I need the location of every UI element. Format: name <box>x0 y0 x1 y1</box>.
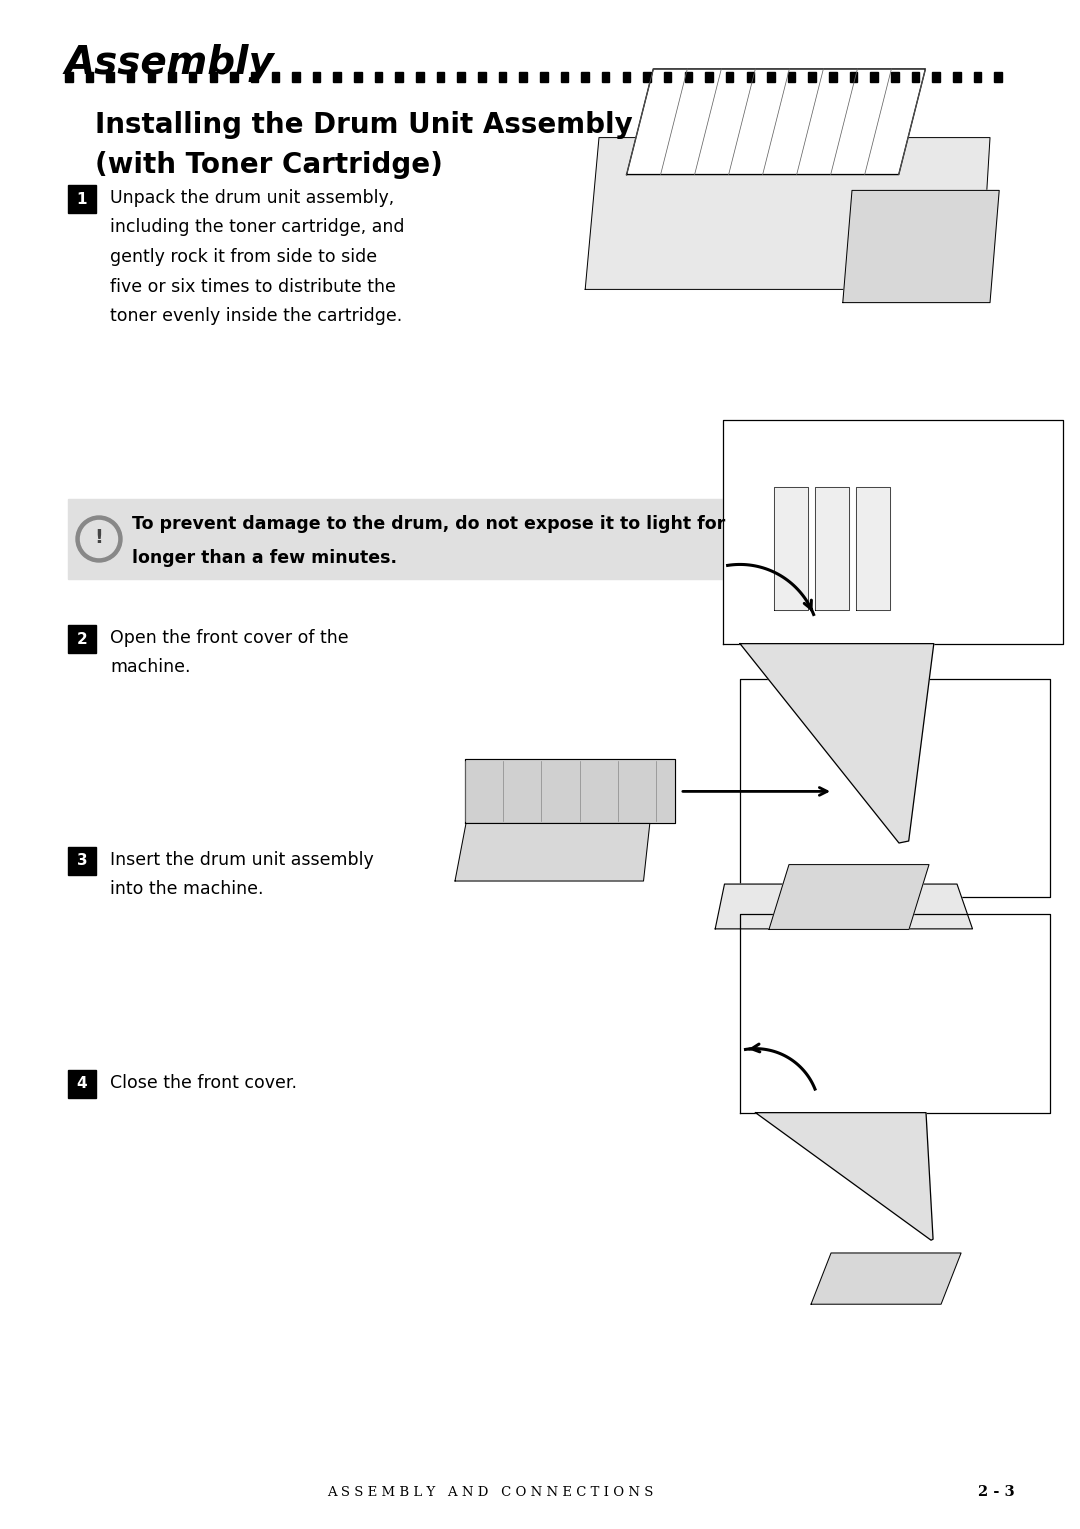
Text: 4: 4 <box>77 1076 87 1092</box>
Bar <box>251 72 258 83</box>
Text: (with Toner Cartridge): (with Toner Cartridge) <box>95 151 443 179</box>
Polygon shape <box>855 488 890 610</box>
Text: five or six times to distribute the: five or six times to distribute the <box>110 277 396 295</box>
Polygon shape <box>455 824 650 881</box>
Text: Close the front cover.: Close the front cover. <box>110 1073 297 1092</box>
Bar <box>995 72 1002 83</box>
Bar <box>68 1070 96 1098</box>
Text: 2 - 3: 2 - 3 <box>978 1485 1015 1498</box>
Bar <box>230 72 238 83</box>
Bar <box>148 72 156 83</box>
Bar <box>767 72 774 83</box>
Polygon shape <box>740 644 934 842</box>
Bar <box>891 72 899 83</box>
Polygon shape <box>811 1252 961 1304</box>
Bar <box>458 72 464 83</box>
Text: Installing the Drum Unit Assembly: Installing the Drum Unit Assembly <box>95 112 633 139</box>
Bar <box>68 185 96 213</box>
Polygon shape <box>769 864 929 930</box>
Bar <box>644 72 651 83</box>
Polygon shape <box>626 69 926 174</box>
Bar <box>416 72 423 83</box>
Bar <box>726 72 733 83</box>
Text: Insert the drum unit assembly: Insert the drum unit assembly <box>110 852 374 868</box>
Polygon shape <box>715 884 972 930</box>
Bar <box>68 847 96 875</box>
Polygon shape <box>740 679 1050 898</box>
Bar <box>65 72 72 83</box>
Bar <box>395 72 403 83</box>
Bar <box>210 72 217 83</box>
Bar <box>746 72 754 83</box>
Bar <box>313 72 321 83</box>
Bar <box>375 72 382 83</box>
Bar <box>561 72 568 83</box>
Polygon shape <box>842 191 999 303</box>
Bar <box>168 72 176 83</box>
Bar <box>787 72 795 83</box>
Circle shape <box>76 515 122 563</box>
Bar <box>271 72 279 83</box>
Bar <box>602 72 609 83</box>
Bar <box>68 625 96 653</box>
Bar <box>953 72 960 83</box>
Bar <box>106 72 113 83</box>
Text: gently rock it from side to side: gently rock it from side to side <box>110 248 377 266</box>
Text: Assembly: Assembly <box>65 44 275 83</box>
Text: into the machine.: into the machine. <box>110 881 264 899</box>
Bar <box>478 72 486 83</box>
Text: !: ! <box>95 528 104 547</box>
Bar <box>85 72 93 83</box>
Bar <box>334 72 341 83</box>
Polygon shape <box>585 138 990 289</box>
Text: toner evenly inside the cartridge.: toner evenly inside the cartridge. <box>110 307 402 326</box>
Text: Open the front cover of the: Open the front cover of the <box>110 628 349 647</box>
Bar <box>354 72 362 83</box>
Bar <box>127 72 134 83</box>
Text: including the toner cartridge, and: including the toner cartridge, and <box>110 219 405 237</box>
Text: To prevent damage to the drum, do not expose it to light for: To prevent damage to the drum, do not ex… <box>132 515 726 534</box>
Bar <box>540 72 548 83</box>
Bar <box>829 72 837 83</box>
Bar <box>912 72 919 83</box>
Bar <box>581 72 589 83</box>
Text: Unpack the drum unit assembly,: Unpack the drum unit assembly, <box>110 190 394 206</box>
Polygon shape <box>465 760 675 824</box>
Bar <box>499 72 507 83</box>
Circle shape <box>81 520 118 558</box>
Bar <box>705 72 713 83</box>
Polygon shape <box>740 914 1050 1113</box>
Bar <box>664 72 672 83</box>
Bar <box>293 72 299 83</box>
Text: A S S E M B L Y   A N D   C O N N E C T I O N S: A S S E M B L Y A N D C O N N E C T I O … <box>327 1486 653 1498</box>
Bar <box>189 72 197 83</box>
Bar <box>809 72 816 83</box>
Bar <box>974 72 982 83</box>
Bar <box>932 72 940 83</box>
Bar <box>519 72 527 83</box>
Polygon shape <box>756 1113 933 1240</box>
Text: 2: 2 <box>77 631 87 647</box>
Bar <box>850 72 858 83</box>
Bar <box>622 72 630 83</box>
Text: machine.: machine. <box>110 659 190 676</box>
Text: 3: 3 <box>77 853 87 868</box>
Bar <box>685 72 692 83</box>
Text: longer than a few minutes.: longer than a few minutes. <box>132 549 397 567</box>
Polygon shape <box>774 488 808 610</box>
Bar <box>436 72 444 83</box>
Bar <box>68 498 1015 579</box>
Polygon shape <box>723 420 1063 644</box>
Polygon shape <box>814 488 849 610</box>
Text: 1: 1 <box>77 191 87 206</box>
Bar <box>870 72 878 83</box>
